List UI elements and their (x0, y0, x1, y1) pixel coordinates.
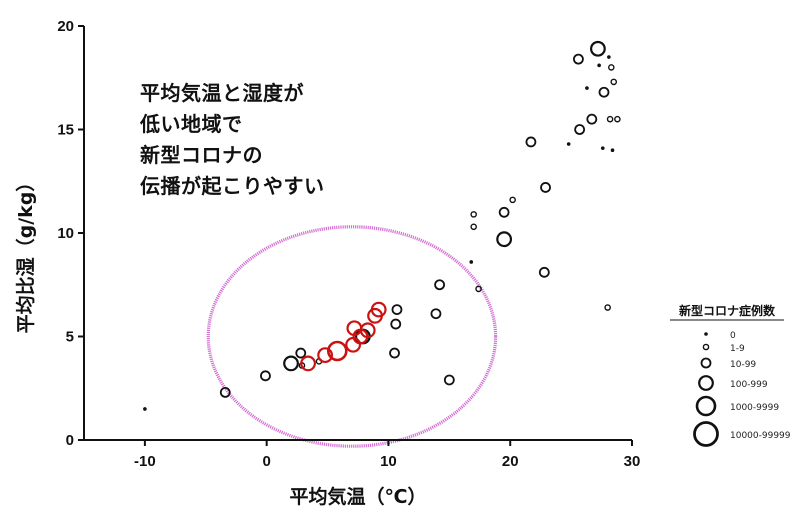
data-point (434, 279, 445, 291)
data-point (430, 308, 442, 320)
data-point (326, 340, 348, 362)
highlight-ellipse (206, 225, 498, 448)
legend-marker (695, 395, 717, 417)
data-point (509, 196, 516, 204)
x-tick-label: 30 (624, 453, 641, 470)
data-point (498, 206, 510, 218)
legend-marker (700, 357, 712, 369)
legend-label: 1-9 (730, 344, 745, 354)
data-point (585, 86, 589, 90)
data-point (566, 142, 571, 146)
data-point (470, 211, 477, 218)
data-point (317, 347, 334, 364)
data-point (610, 148, 615, 152)
data-point (219, 386, 231, 398)
y-tick-label: 20 (57, 18, 74, 35)
data-point (574, 124, 586, 135)
data-point (295, 347, 307, 359)
data-point (143, 407, 147, 411)
legend-title: 新型コロナ症例数 (679, 303, 776, 318)
data-point (300, 355, 316, 372)
data-point (359, 322, 376, 339)
y-tick-label: 5 (66, 329, 74, 346)
x-tick-label: 10 (380, 453, 397, 470)
data-point (475, 285, 482, 293)
annotation-line-2: 低い地域で (140, 112, 243, 136)
legend-label: 1000-9999 (730, 403, 779, 413)
data-point (496, 231, 513, 248)
annotation-line-4: 伝播が起こりやすい (140, 174, 325, 198)
legend-label: 10000-99999 (730, 431, 791, 441)
data-point (607, 55, 611, 59)
legend-marker (704, 332, 708, 336)
y-tick-label: 15 (57, 122, 74, 139)
data-point (590, 40, 606, 57)
data-point (260, 370, 271, 382)
annotation-text: 平均気温と湿度が 低い地域で 新型コロナの 伝播が起こりやすい (140, 78, 325, 202)
legend-label: 100-999 (730, 380, 768, 390)
data-point (540, 182, 551, 193)
legend-label: 10-99 (730, 360, 756, 370)
x-tick-label: -10 (134, 453, 156, 470)
data-point (610, 78, 618, 86)
data-point (391, 304, 403, 315)
y-tick-label: 10 (57, 225, 74, 242)
annotation-line-3: 新型コロナの (140, 143, 263, 167)
legend-marker (698, 375, 714, 391)
x-tick-label: 20 (502, 453, 519, 470)
data-point (525, 136, 537, 148)
y-axis-title: 平均比湿（g/kg） (14, 173, 37, 334)
x-tick-label: 0 (262, 453, 270, 470)
data-point (614, 115, 621, 123)
legend-label: 0 (730, 331, 736, 341)
data-point (607, 64, 615, 71)
data-point (604, 304, 611, 311)
data-point (370, 301, 387, 318)
data-point (390, 318, 402, 330)
data-point (597, 63, 601, 68)
data-point (606, 115, 614, 123)
data-point (586, 113, 598, 125)
data-point (598, 86, 610, 98)
data-point (538, 266, 550, 278)
legend-marker (693, 421, 719, 447)
data-point (283, 355, 299, 372)
x-axis-title: 平均気温（℃） (289, 485, 426, 508)
legend-marker (702, 343, 710, 351)
data-point (600, 146, 605, 150)
data-point (470, 223, 477, 231)
data-point (573, 53, 584, 65)
data-point (345, 336, 362, 353)
annotation-line-1: 平均気温と湿度が (140, 81, 304, 105)
data-point (443, 374, 455, 386)
data-point (469, 260, 474, 264)
data-point (389, 347, 400, 359)
y-tick-label: 0 (66, 432, 74, 449)
